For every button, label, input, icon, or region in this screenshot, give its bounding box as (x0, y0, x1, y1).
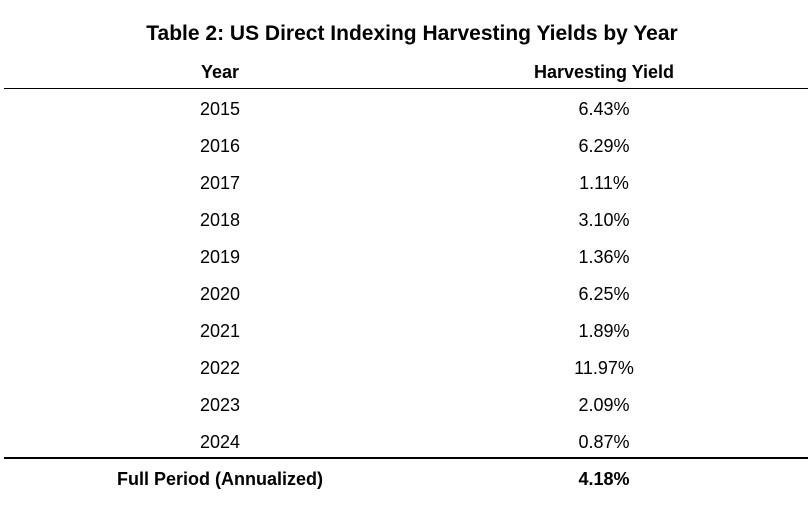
year-cell: 2018 (199, 210, 241, 230)
year-cell: 2015 (199, 99, 241, 119)
yield-cell: 6.43% (578, 99, 630, 119)
table-row: 2018 3.10% (0, 208, 812, 245)
yield-cell: 2.09% (578, 395, 630, 415)
year-cell: 2023 (199, 395, 241, 415)
table-row: 2024 0.87% (0, 430, 812, 467)
total-yield: 4.18% (578, 469, 630, 489)
header-year: Year (200, 62, 240, 82)
yield-cell: 0.87% (578, 432, 630, 452)
table-row: 2020 6.25% (0, 282, 812, 319)
year-cell: 2024 (199, 432, 241, 452)
table-row: 2015 6.43% (0, 97, 812, 134)
yield-cell: 6.25% (578, 284, 630, 304)
total-label: Full Period (Annualized) (117, 469, 323, 489)
table-title: Table 2: US Direct Indexing Harvesting Y… (146, 22, 678, 45)
table-row: 2016 6.29% (0, 134, 812, 171)
yield-cell: 1.89% (578, 321, 630, 341)
header-divider (4, 88, 808, 89)
table-row: 2021 1.89% (0, 319, 812, 356)
total-divider (4, 457, 808, 459)
year-cell: 2022 (199, 358, 241, 378)
total-row: Full Period (Annualized) 4.18% (0, 468, 812, 492)
year-cell: 2016 (199, 136, 241, 156)
yield-cell: 1.36% (578, 247, 630, 267)
year-cell: 2020 (199, 284, 241, 304)
table-header-row: Year Harvesting Yield (0, 61, 812, 85)
yield-cell: 1.11% (579, 173, 629, 193)
table-body: 2015 6.43% 2016 6.29% 2017 1.11% 2018 3.… (0, 97, 812, 467)
year-cell: 2021 (199, 321, 241, 341)
yield-cell: 3.10% (578, 210, 630, 230)
yield-cell: 11.97% (574, 358, 634, 378)
yield-cell: 6.29% (578, 136, 630, 156)
year-cell: 2019 (199, 247, 241, 267)
header-harvesting-yield: Harvesting Yield (533, 62, 675, 82)
table-row: 2023 2.09% (0, 393, 812, 430)
table-row: 2019 1.36% (0, 245, 812, 282)
table-row: 2022 11.97% (0, 356, 812, 393)
year-cell: 2017 (199, 173, 241, 193)
table-row: 2017 1.11% (0, 171, 812, 208)
